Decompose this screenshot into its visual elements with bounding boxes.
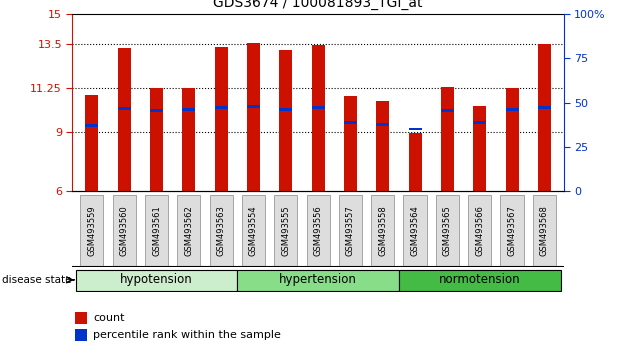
Text: count: count — [93, 313, 125, 322]
Text: GSM493560: GSM493560 — [120, 205, 129, 256]
Bar — [538, 106, 551, 109]
Bar — [344, 121, 357, 124]
Bar — [75, 329, 87, 341]
Text: GSM493556: GSM493556 — [314, 205, 323, 256]
Text: hypotension: hypotension — [120, 273, 193, 286]
Bar — [177, 195, 200, 267]
Bar — [113, 195, 136, 267]
Bar — [215, 106, 227, 109]
Text: disease state: disease state — [3, 275, 72, 285]
Bar — [376, 123, 389, 126]
Bar — [80, 195, 103, 267]
Bar — [210, 195, 233, 267]
Bar — [307, 195, 329, 267]
Text: GSM493563: GSM493563 — [217, 205, 226, 256]
Bar — [118, 47, 130, 191]
Bar — [238, 270, 399, 291]
Text: GSM493558: GSM493558 — [378, 205, 387, 256]
Bar — [279, 50, 292, 191]
Bar — [274, 195, 297, 267]
Bar — [473, 105, 486, 191]
Text: GSM493559: GSM493559 — [88, 205, 96, 256]
Bar — [312, 45, 324, 191]
Bar — [371, 195, 394, 267]
Bar — [376, 101, 389, 191]
Bar — [500, 195, 524, 267]
Text: hypertension: hypertension — [279, 273, 357, 286]
Title: GDS3674 / 100081893_TGI_at: GDS3674 / 100081893_TGI_at — [214, 0, 423, 10]
Text: GSM493566: GSM493566 — [475, 205, 484, 256]
Text: GSM493561: GSM493561 — [152, 205, 161, 256]
Bar — [86, 95, 98, 191]
Text: percentile rank within the sample: percentile rank within the sample — [93, 330, 281, 339]
Text: GSM493567: GSM493567 — [508, 205, 517, 256]
Bar — [247, 43, 260, 191]
Bar — [279, 108, 292, 111]
Text: GSM493554: GSM493554 — [249, 205, 258, 256]
Bar — [215, 47, 227, 191]
Bar — [468, 195, 491, 267]
Bar — [150, 88, 163, 191]
Bar — [182, 108, 195, 111]
Bar — [399, 270, 561, 291]
Bar — [145, 195, 168, 267]
Bar — [76, 270, 238, 291]
Bar — [409, 133, 421, 191]
Bar — [344, 96, 357, 191]
Text: GSM493568: GSM493568 — [540, 205, 549, 256]
Bar — [312, 106, 324, 109]
Text: GSM493565: GSM493565 — [443, 205, 452, 256]
Bar — [247, 105, 260, 108]
Bar — [436, 195, 459, 267]
Bar — [182, 88, 195, 191]
Bar — [473, 121, 486, 124]
Bar — [538, 44, 551, 191]
Bar — [506, 108, 518, 111]
Bar — [533, 195, 556, 267]
Bar — [86, 124, 98, 127]
Text: GSM493562: GSM493562 — [185, 205, 193, 256]
Bar — [242, 195, 265, 267]
Bar — [506, 88, 518, 191]
Bar — [441, 87, 454, 191]
Bar — [441, 109, 454, 112]
Bar — [403, 195, 427, 267]
Text: normotension: normotension — [439, 273, 520, 286]
Text: GSM493555: GSM493555 — [282, 205, 290, 256]
Text: GSM493564: GSM493564 — [411, 205, 420, 256]
Bar — [409, 128, 421, 131]
Bar — [339, 195, 362, 267]
Bar — [75, 312, 87, 324]
Bar — [150, 109, 163, 112]
Text: GSM493557: GSM493557 — [346, 205, 355, 256]
Bar — [118, 107, 130, 110]
